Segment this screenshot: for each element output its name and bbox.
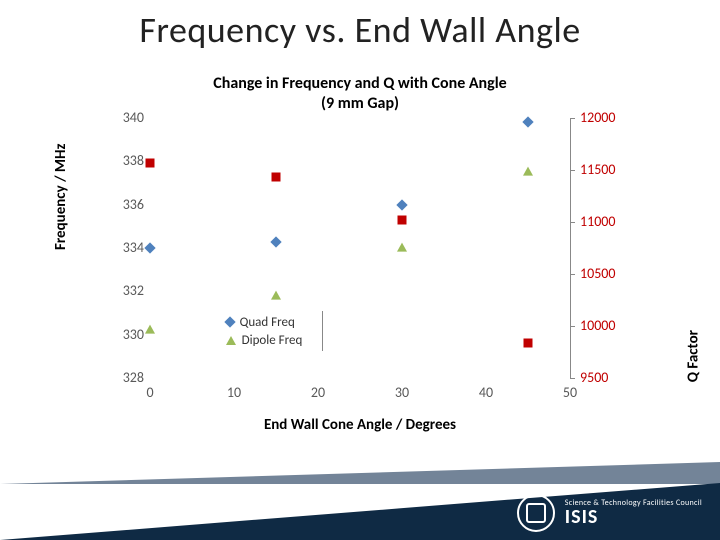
dipole-freq-point bbox=[397, 243, 407, 252]
q-factor-point bbox=[146, 158, 155, 167]
y-right-tick: 9500 bbox=[580, 369, 636, 386]
triangle-icon bbox=[226, 336, 236, 345]
footer-stripe-light bbox=[0, 462, 720, 484]
y-left-tick: 330 bbox=[96, 326, 144, 343]
quad-freq-point bbox=[522, 117, 533, 128]
y-left-tick: 336 bbox=[96, 196, 144, 213]
y-right-tick: 11000 bbox=[580, 213, 636, 230]
slide-title: Frequency vs. End Wall Angle bbox=[0, 8, 720, 52]
diamond-icon bbox=[224, 317, 235, 328]
q-factor-point bbox=[524, 338, 533, 347]
x-tick: 40 bbox=[471, 384, 501, 401]
x-tick: 30 bbox=[387, 384, 417, 401]
dipole-freq-point bbox=[145, 325, 155, 334]
quad-freq-point bbox=[396, 199, 407, 210]
legend: Quad Freq Dipole Freq bbox=[226, 313, 303, 349]
quad-freq-point bbox=[270, 236, 281, 247]
x-tick: 50 bbox=[555, 384, 585, 401]
quad-freq-point bbox=[144, 242, 155, 253]
y-right-tick-mark bbox=[570, 274, 575, 275]
x-tick: 20 bbox=[303, 384, 333, 401]
y-right-tick-mark bbox=[570, 378, 575, 379]
y-right-tick: 12000 bbox=[580, 109, 636, 126]
logo-mark-icon bbox=[517, 494, 555, 532]
y-left-axis-label: Frequency / MHz bbox=[52, 144, 70, 250]
legend-entry-dipole: Dipole Freq bbox=[226, 331, 303, 349]
chart-title-line1: Change in Frequency and Q with Cone Angl… bbox=[40, 74, 680, 93]
q-factor-point bbox=[272, 173, 281, 182]
footer-org-big: ISIS bbox=[565, 507, 702, 527]
legend-label-dipole: Dipole Freq bbox=[242, 333, 303, 348]
y-left-tick: 340 bbox=[96, 109, 144, 126]
q-factor-point bbox=[398, 215, 407, 224]
plot-area: Quad Freq Dipole Freq bbox=[150, 118, 570, 378]
y-right-tick-mark bbox=[570, 326, 575, 327]
y-left-tick: 338 bbox=[96, 152, 144, 169]
y-right-tick-mark bbox=[570, 222, 575, 223]
y-right-axis-label: Q Factor bbox=[684, 330, 702, 382]
y-left-tick: 334 bbox=[96, 239, 144, 256]
legend-entry-quad: Quad Freq bbox=[226, 313, 303, 331]
chart-container: Change in Frequency and Q with Cone Angl… bbox=[40, 70, 680, 440]
x-tick: 0 bbox=[135, 384, 165, 401]
x-tick: 10 bbox=[219, 384, 249, 401]
y-right-tick: 10500 bbox=[580, 265, 636, 282]
y-right-tick: 10000 bbox=[580, 317, 636, 334]
legend-label-quad: Quad Freq bbox=[240, 315, 295, 330]
y-right-axis-line bbox=[570, 118, 571, 378]
y-right-tick-mark bbox=[570, 170, 575, 171]
legend-divider bbox=[322, 311, 323, 351]
footer-logo: Science & Technology Facilities Council … bbox=[517, 494, 702, 532]
y-right-tick-mark bbox=[570, 118, 575, 119]
dipole-freq-point bbox=[523, 167, 533, 176]
y-left-tick: 332 bbox=[96, 282, 144, 299]
footer: Science & Technology Facilities Council … bbox=[0, 462, 720, 540]
dipole-freq-point bbox=[271, 290, 281, 299]
x-axis-label: End Wall Cone Angle / Degrees bbox=[40, 416, 680, 434]
y-right-tick: 11500 bbox=[580, 161, 636, 178]
